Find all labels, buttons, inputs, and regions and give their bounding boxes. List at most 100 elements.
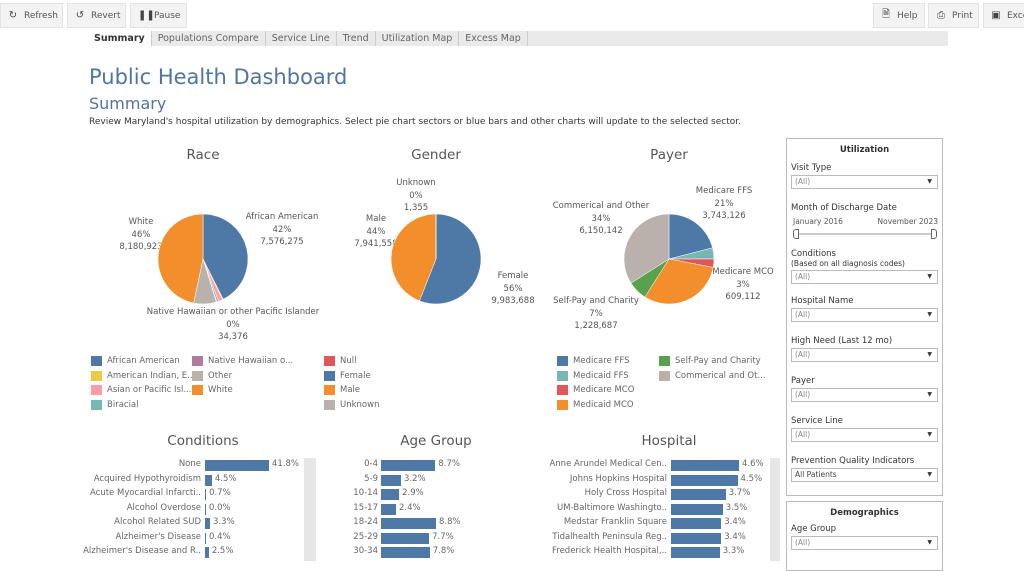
legend-item[interactable]: African American (91, 356, 180, 366)
page-title: Public Health Dashboard (89, 65, 347, 89)
help-button[interactable]: 🗎Help (873, 3, 925, 28)
legend-item[interactable]: American Indian, E... (91, 371, 195, 381)
legend-item[interactable]: Medicare MCO (557, 385, 634, 395)
bar-um-baltimore-washingto[interactable] (671, 504, 723, 515)
legend-item[interactable]: Asian or Pacific Isl... (91, 385, 191, 395)
discharge-range-slider[interactable] (793, 228, 937, 240)
legend-item[interactable]: Commerical and Ot... (659, 371, 766, 381)
bar-category-label: Acquired Hypothyroidism (94, 474, 201, 484)
bar-value-label: 3.2% (404, 474, 426, 484)
pause-button[interactable]: ❚❚Pause (130, 3, 187, 28)
tab-utilization-map[interactable]: Utilization Map (376, 31, 460, 46)
refresh-button[interactable]: ↻ Refresh (0, 3, 63, 28)
bar-medstar-franklin-square[interactable] (671, 518, 721, 529)
discharge-start: January 2016 (793, 217, 843, 226)
bar-holy-cross-hospital[interactable] (671, 489, 726, 500)
bar-10-14[interactable] (381, 489, 399, 500)
refresh-icon: ↻ (8, 10, 18, 21)
legend-item[interactable]: Self-Pay and Charity (659, 356, 761, 366)
legend-label: American Indian, E... (107, 371, 195, 381)
tab-trend[interactable]: Trend (337, 31, 376, 46)
bar-acquired-hypothyroidism[interactable] (205, 475, 212, 486)
excel-button[interactable]: ▣Exce (983, 3, 1024, 28)
legend-item[interactable]: Medicaid MCO (557, 400, 634, 410)
pie-slice-white[interactable] (158, 214, 203, 303)
legend-swatch (324, 400, 335, 410)
slider-start-handle[interactable] (793, 229, 799, 239)
legend-swatch (324, 356, 335, 366)
high-need-select[interactable]: (All)▼ (791, 348, 938, 362)
bar-18-24[interactable] (381, 518, 436, 529)
pie-label-label_pct: 0% (396, 190, 435, 203)
bar-tidalhealth-peninsula-reg[interactable] (671, 533, 721, 544)
pie-label-label_pct: 42% (246, 224, 319, 237)
bar-acute-myocardial-infarcti[interactable] (205, 489, 206, 500)
legend-item[interactable]: Biracial (91, 400, 139, 410)
pause-label: Pause (154, 11, 180, 21)
conditions-select[interactable]: (All)▼ (791, 270, 938, 284)
bar-alzheimer-s-disease-and-r[interactable] (205, 547, 209, 558)
pie-label-label: Commerical and Other (553, 200, 650, 213)
bar-anne-arundel-medical-cen[interactable] (671, 460, 739, 471)
tab-summary[interactable]: Summary (88, 31, 152, 46)
visit-type-select[interactable]: (All)▼ (791, 175, 938, 189)
hospital-select[interactable]: (All)▼ (791, 308, 938, 322)
legend-item[interactable]: Native Hawaiian o... (192, 356, 293, 366)
legend-swatch (557, 400, 568, 410)
legend-item[interactable]: Male (324, 385, 360, 395)
legend-item[interactable]: Female (324, 371, 371, 381)
bar-alcohol-related-sud[interactable] (205, 518, 210, 529)
service-line-select[interactable]: (All)▼ (791, 428, 938, 442)
pie-label-label: Medicare FFS (696, 185, 752, 198)
bar-25-29[interactable] (381, 533, 429, 544)
service-line-value: (All) (795, 430, 810, 439)
legend-label: Null (340, 356, 356, 366)
bar-none[interactable] (205, 460, 269, 471)
legend-item[interactable]: Unknown (324, 400, 379, 410)
legend-item[interactable]: Medicaid FFS (557, 371, 629, 381)
pie-label-label_pct: 46% (119, 229, 162, 242)
bar-value-label: 3.5% (726, 503, 748, 513)
pie-label-label_pct: 0% (147, 319, 319, 332)
slider-end-handle[interactable] (931, 229, 937, 239)
visit-type-value: (All) (795, 177, 810, 186)
bar-30-34[interactable] (381, 547, 430, 558)
bar-0-4[interactable] (381, 460, 435, 471)
bar-value-label: 2.5% (212, 546, 234, 556)
payer-select[interactable]: (All)▼ (791, 388, 938, 402)
legend-item[interactable]: Null (324, 356, 356, 366)
hospital-scrollbar[interactable] (770, 458, 780, 561)
bar-5-9[interactable] (381, 475, 401, 486)
tab-service-line[interactable]: Service Line (266, 31, 337, 46)
refresh-label: Refresh (24, 11, 58, 21)
bar-value-label: 4.6% (742, 459, 764, 469)
tab-excess-map[interactable]: Excess Map (459, 31, 528, 46)
age-group-select[interactable]: (All)▼ (791, 536, 938, 550)
conditions-chart-title: Conditions (167, 433, 238, 449)
bar-alzheimer-s-disease[interactable] (205, 533, 206, 544)
pie-label-label: African American (246, 211, 319, 224)
bar-value-label: 8.8% (439, 517, 461, 527)
pie-label-label: Medicare MCO (712, 266, 773, 279)
legend-swatch (557, 385, 568, 395)
conditions-scrollbar[interactable] (304, 458, 316, 561)
page-subtitle: Summary (89, 94, 166, 113)
bar-category-label: Acute Myocardial Infarcti.. (90, 488, 201, 498)
legend-item[interactable]: Medicare FFS (557, 356, 629, 366)
revert-button[interactable]: ↺Revert (67, 3, 126, 28)
bar-frederick-health-hospital[interactable] (671, 547, 720, 558)
dropdown-arrow-icon: ▼ (927, 389, 932, 401)
print-button[interactable]: ⎙Print (928, 3, 979, 28)
bar-15-17[interactable] (381, 504, 396, 515)
bar-johns-hopkins-hospital[interactable] (671, 475, 738, 486)
legend-swatch (659, 356, 670, 366)
legend-item[interactable]: Other (192, 371, 232, 381)
bar-category-label: UM-Baltimore Washingto.. (557, 503, 667, 513)
pqi-select[interactable]: All Patients▼ (791, 468, 938, 482)
legend-item[interactable]: White (192, 385, 233, 395)
legend-swatch (192, 356, 203, 366)
bar-alcohol-overdose[interactable] (205, 504, 206, 515)
tab-populations-compare[interactable]: Populations Compare (152, 31, 266, 46)
